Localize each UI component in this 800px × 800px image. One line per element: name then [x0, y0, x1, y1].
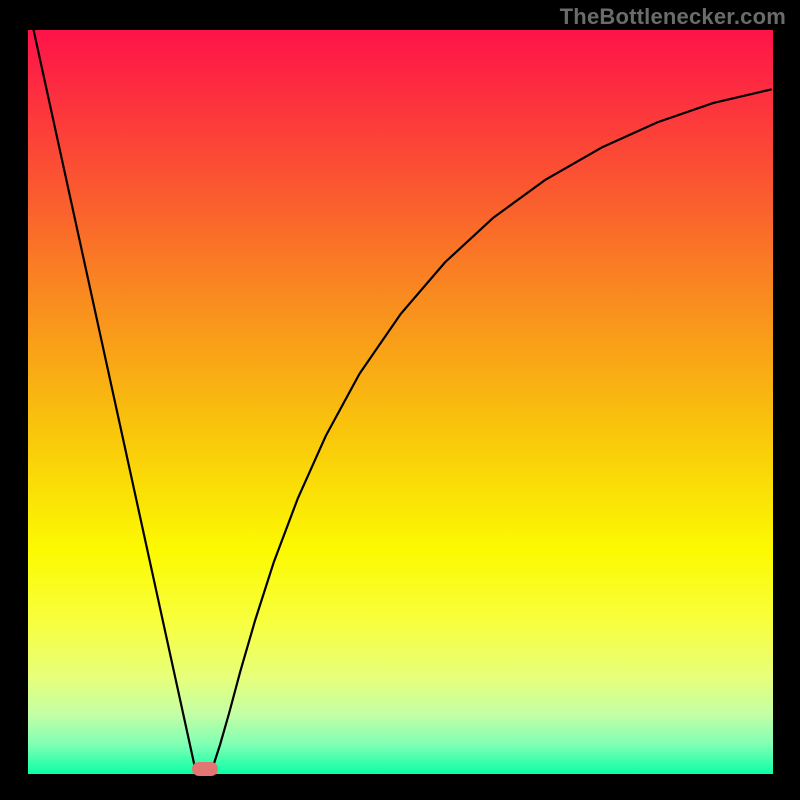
- bottleneck-curve: [28, 30, 773, 774]
- plot-area: [28, 30, 773, 774]
- watermark-text: TheBottlenecker.com: [560, 4, 786, 30]
- chart-container: TheBottlenecker.com: [0, 0, 800, 800]
- watermark-label: TheBottlenecker.com: [560, 4, 786, 29]
- minimum-marker: [192, 762, 218, 776]
